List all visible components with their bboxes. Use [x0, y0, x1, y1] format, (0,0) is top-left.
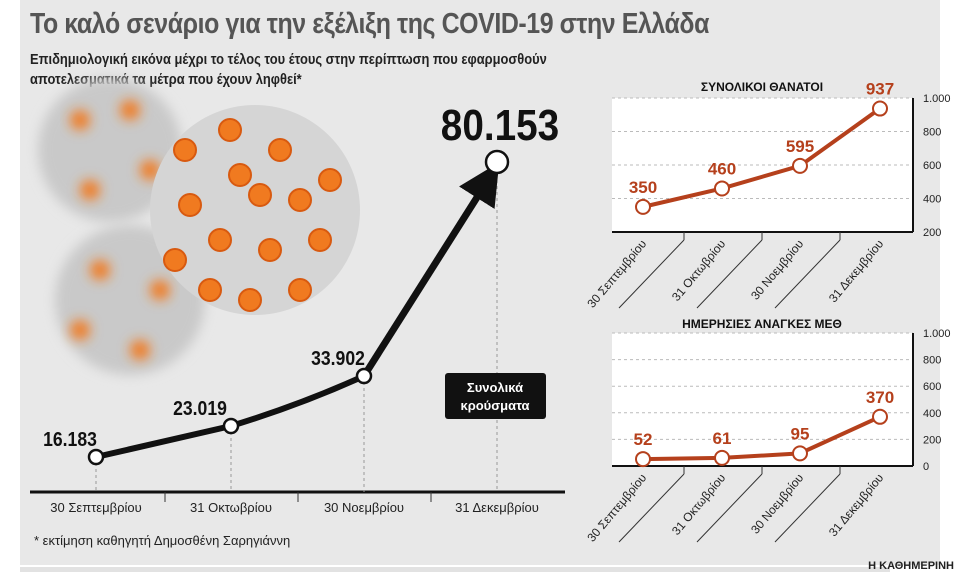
x-tick-leader — [774, 239, 841, 309]
y-tick-label: 0 — [923, 461, 929, 473]
data-label: 595 — [786, 137, 814, 156]
virus-spike — [218, 118, 242, 142]
trend-arrow — [361, 162, 500, 378]
data-point — [872, 100, 888, 117]
virus-spike — [268, 138, 292, 162]
chart-title: ΗΜΕΡΗΣΙΕΣ ΑΝΑΓΚΕΣ ΜΕΘ — [682, 317, 842, 331]
divider — [20, 567, 890, 572]
data-label: 52 — [634, 430, 653, 449]
virus-spike — [208, 228, 232, 252]
data-label: 937 — [866, 80, 894, 99]
virus-spike — [70, 110, 90, 130]
y-tick-label: 200 — [923, 434, 941, 446]
virus-spike — [80, 180, 100, 200]
virus-spike — [258, 238, 282, 262]
data-label: 460 — [708, 159, 736, 178]
x-tick-leader — [774, 473, 841, 543]
virus-spike — [248, 183, 272, 207]
virus-spike — [238, 288, 262, 312]
page-title: Το καλό σενάριο για την εξέλιξη της COVI… — [30, 8, 710, 40]
virus-spike — [120, 100, 140, 120]
y-tick-label: 400 — [923, 408, 941, 420]
virus-spike — [318, 168, 342, 192]
y-tick-label: 400 — [923, 194, 941, 206]
y-tick-label: 600 — [923, 160, 941, 172]
data-point — [222, 417, 240, 435]
series-line — [95, 373, 366, 460]
x-tick-label: 31 Δεκεμβρίου — [826, 237, 886, 305]
x-tick-leader — [618, 473, 685, 543]
virus-spike — [130, 340, 150, 360]
virus-spike — [90, 260, 110, 280]
data-label: 370 — [866, 388, 894, 407]
x-tick-label: 30 Νοεμβρίου — [748, 471, 806, 537]
chart-title: ΣΥΝΟΛΙΚΟΙ ΘΑΝΑΤΟΙ — [701, 80, 823, 94]
data-point — [355, 367, 373, 385]
x-tick-label: 31 Δεκεμβρίου — [826, 471, 886, 539]
data-label: 61 — [713, 429, 732, 448]
x-tick-label: 30 Νοεμβρίου — [324, 500, 404, 515]
series-line — [642, 414, 881, 462]
series-badge-label: Συνολικά — [467, 380, 523, 395]
virus-spike — [308, 228, 332, 252]
data-label: 16.183 — [43, 428, 97, 450]
data-point — [635, 451, 651, 468]
x-tick-label: 30 Σεπτεμβρίου — [50, 500, 141, 515]
data-point — [87, 448, 105, 466]
virus-spike — [173, 138, 197, 162]
y-tick-label: 800 — [923, 127, 941, 139]
footnote: * εκτίμηση καθηγητή Δημοσθένη Σαρηγιάννη — [34, 533, 291, 548]
virus-spike — [288, 188, 312, 212]
data-label: 23.019 — [173, 397, 227, 419]
virus-spike — [70, 320, 90, 340]
x-tick-label: 30 Νοεμβρίου — [748, 237, 806, 303]
virus-illustration — [38, 78, 360, 375]
x-tick-leader — [696, 473, 763, 543]
x-tick-label: 30 Σεπτεμβρίου — [584, 471, 649, 545]
data-point — [635, 198, 651, 215]
data-point — [714, 180, 730, 197]
virus-spike — [228, 163, 252, 187]
y-tick-label: 1.000 — [923, 93, 951, 105]
y-tick-label: 800 — [923, 355, 941, 367]
x-tick-label: 31 Δεκεμβρίου — [455, 500, 539, 515]
data-point — [872, 408, 888, 425]
x-tick-label: 31 Οκτωβρίου — [190, 500, 272, 515]
y-tick-label: 600 — [923, 381, 941, 393]
y-tick-label: 1.000 — [923, 328, 951, 340]
x-tick-leader — [618, 239, 685, 309]
virus-spike — [140, 160, 160, 180]
data-label: 95 — [791, 424, 810, 443]
series-badge-label: κρούσματα — [460, 398, 529, 413]
virus-spike — [178, 193, 202, 217]
virus-spike — [150, 280, 170, 300]
x-tick-label: 30 Σεπτεμβρίου — [584, 237, 649, 311]
brand-logo: Η ΚΑΘΗΜΕΡΙΝΗ — [868, 560, 954, 572]
data-point — [792, 157, 808, 174]
data-label: 33.902 — [311, 347, 365, 369]
x-tick-leader — [696, 239, 763, 309]
series-line — [642, 106, 882, 209]
virus-spike — [163, 248, 187, 272]
series-badge — [445, 373, 546, 419]
plot-area — [612, 333, 913, 466]
data-label: 350 — [629, 178, 657, 197]
data-point — [714, 449, 730, 466]
data-label: 80.153 — [441, 100, 559, 150]
data-point — [792, 445, 808, 462]
virus-spike — [288, 278, 312, 302]
data-point — [484, 149, 510, 175]
y-tick-label: 200 — [923, 227, 941, 239]
virus-spike — [198, 278, 222, 302]
